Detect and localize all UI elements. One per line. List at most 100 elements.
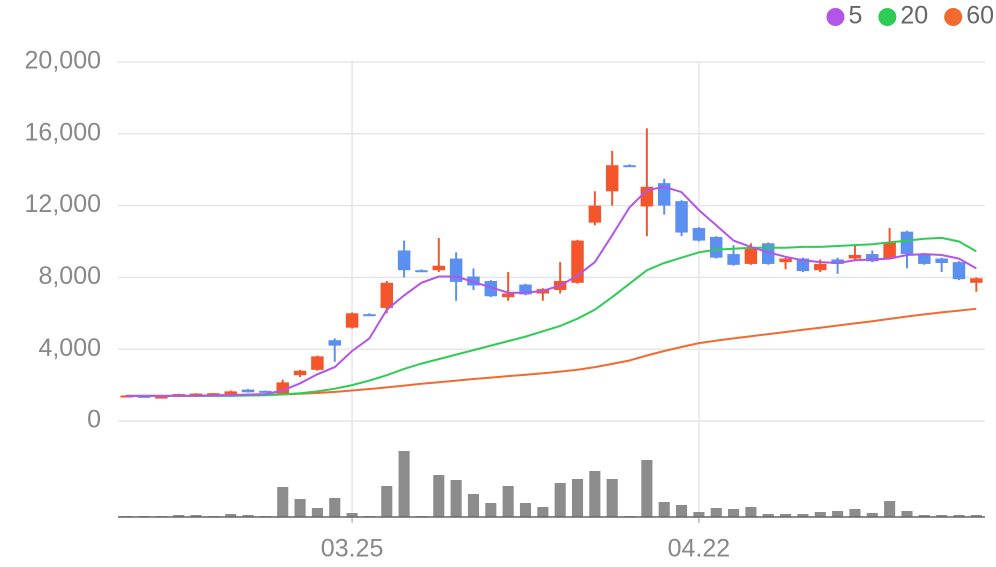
volume-bar [832, 511, 844, 517]
candle-body [883, 242, 896, 259]
volume-bar [398, 451, 410, 517]
x-tick-label: 03.25 [321, 535, 384, 563]
volume-bar [641, 460, 653, 517]
volume-bar [693, 512, 705, 517]
volume-bar [849, 509, 861, 517]
y-tick-label: 8,000 [38, 262, 101, 290]
volume-bar [953, 515, 965, 517]
volume-bar [901, 511, 913, 517]
y-tick-label: 16,000 [25, 118, 101, 146]
volume-bar [745, 507, 757, 517]
volume-bar [173, 515, 185, 517]
volume-bar [190, 515, 202, 517]
volume-bar [676, 505, 688, 517]
candle-body [432, 265, 446, 271]
volume-bar [467, 494, 480, 517]
candle-body [155, 396, 168, 399]
y-tick-label: 12,000 [25, 190, 101, 218]
ma-line [126, 307, 977, 397]
ma-line [126, 236, 977, 397]
candle-body [640, 186, 654, 207]
volume-bar [433, 475, 445, 517]
candle-body [189, 393, 203, 396]
candle-body [363, 314, 376, 317]
candle-body [588, 205, 602, 223]
candle-body [796, 258, 810, 272]
candle-body [952, 262, 966, 280]
legend-marker [826, 8, 845, 26]
volume-bar [710, 508, 722, 517]
volume-bar [381, 486, 393, 517]
candle-body [605, 165, 619, 192]
volume-bar [242, 515, 254, 517]
legend-marker [878, 8, 897, 26]
volume-bar [554, 483, 566, 517]
volume-bar [780, 514, 792, 517]
candle-body [866, 254, 879, 262]
candle-body [311, 356, 324, 370]
candle-body [918, 254, 931, 264]
volume-bar [485, 503, 497, 517]
candle-body [831, 259, 844, 264]
volume-bar [225, 514, 237, 517]
volume-bar [606, 479, 618, 517]
candle-body [484, 280, 498, 297]
volume-bar [658, 502, 670, 517]
volume-bar [970, 515, 982, 517]
volume-bar [519, 503, 532, 517]
y-tick-label: 0 [87, 406, 101, 434]
volume-bar [762, 514, 774, 517]
volume-bar [936, 515, 948, 517]
candle-body [241, 389, 255, 393]
legend-marker [944, 8, 963, 26]
candle-body [519, 284, 532, 295]
candle-body [293, 370, 307, 376]
volume-bar [814, 512, 826, 517]
volume-bar [311, 508, 323, 517]
legend-label: 5 [848, 2, 862, 30]
candle-body [328, 340, 341, 346]
volume-bar [866, 513, 878, 517]
candle-body [709, 237, 723, 258]
volume-bar [294, 499, 306, 517]
volume-bar [797, 514, 809, 517]
volume-bar [450, 480, 462, 517]
candle-body [501, 293, 515, 298]
volume-bar [537, 507, 549, 517]
candle-body [120, 395, 133, 398]
volume-bar [502, 486, 514, 517]
volume-bar [346, 513, 358, 517]
candle-body [397, 250, 411, 271]
volume-bar [728, 509, 740, 517]
y-tick-label: 4,000 [38, 334, 101, 362]
candle-body [345, 313, 359, 328]
candle-body [224, 391, 237, 395]
candle-body [900, 231, 914, 255]
candle-body [935, 258, 948, 264]
y-tick-label: 20,000 [25, 47, 101, 75]
volume-bar [589, 471, 601, 517]
volume-bar [918, 515, 930, 517]
candle-body [380, 282, 394, 308]
x-tick-label: 04.22 [668, 535, 731, 563]
candle-body [727, 254, 740, 265]
candle-body [970, 278, 983, 283]
candle-body [207, 393, 220, 396]
candle-body [259, 390, 272, 393]
candle-body [779, 258, 792, 263]
volume-bar [277, 487, 289, 517]
candle-body [276, 382, 289, 395]
legend-label: 20 [900, 2, 928, 30]
candle-body [675, 201, 688, 233]
volume-bar [884, 501, 896, 517]
candle-body [692, 228, 706, 241]
legend-label: 60 [966, 2, 994, 30]
volume-bar [329, 498, 341, 517]
candle-body [623, 165, 636, 168]
volume-bar [571, 479, 584, 517]
candle-body [814, 263, 827, 271]
candle-body [744, 247, 758, 264]
candle-body [848, 254, 862, 259]
candle-body [415, 270, 428, 273]
